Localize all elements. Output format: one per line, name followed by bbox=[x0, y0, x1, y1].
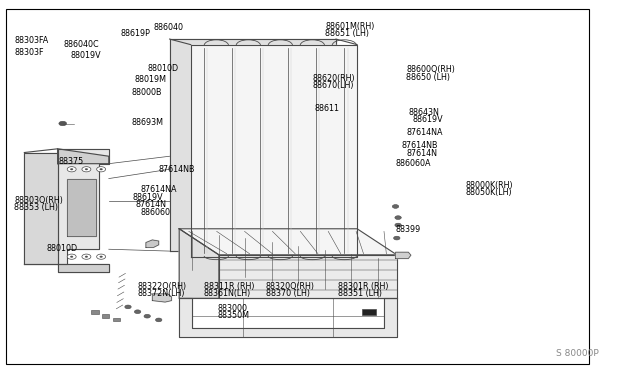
Polygon shape bbox=[24, 153, 58, 264]
Text: 88619P: 88619P bbox=[120, 29, 150, 38]
Circle shape bbox=[100, 169, 102, 170]
Text: 883000: 883000 bbox=[218, 304, 248, 312]
Circle shape bbox=[97, 167, 106, 172]
Bar bbox=[102, 314, 109, 318]
Polygon shape bbox=[58, 264, 109, 272]
Text: 886040: 886040 bbox=[154, 23, 184, 32]
Circle shape bbox=[85, 256, 88, 257]
Polygon shape bbox=[152, 294, 172, 302]
Text: 87614NB: 87614NB bbox=[402, 141, 438, 150]
Text: 87614N: 87614N bbox=[136, 200, 166, 209]
Text: 87614NB: 87614NB bbox=[159, 165, 195, 174]
Text: 886040C: 886040C bbox=[64, 40, 100, 49]
Text: 88399: 88399 bbox=[396, 225, 420, 234]
Text: 88619V: 88619V bbox=[413, 115, 444, 124]
Text: 88370 (LH): 88370 (LH) bbox=[266, 289, 310, 298]
Polygon shape bbox=[179, 298, 397, 337]
Text: 87614NA: 87614NA bbox=[406, 128, 443, 137]
Circle shape bbox=[395, 223, 401, 227]
Circle shape bbox=[97, 254, 106, 259]
Text: 88600Q(RH): 88600Q(RH) bbox=[406, 65, 455, 74]
Polygon shape bbox=[179, 229, 397, 255]
Text: 87614N: 87614N bbox=[406, 149, 437, 158]
Polygon shape bbox=[191, 45, 357, 257]
Circle shape bbox=[70, 256, 73, 257]
Text: 88322Q(RH): 88322Q(RH) bbox=[138, 282, 187, 291]
Text: 88651 (LH): 88651 (LH) bbox=[325, 29, 369, 38]
Polygon shape bbox=[179, 229, 219, 298]
Circle shape bbox=[82, 254, 91, 259]
Text: 88619V: 88619V bbox=[132, 193, 163, 202]
Text: 88372N(LH): 88372N(LH) bbox=[138, 289, 185, 298]
Text: 88010D: 88010D bbox=[147, 64, 179, 73]
Text: 886060: 886060 bbox=[141, 208, 171, 217]
Circle shape bbox=[134, 310, 141, 314]
Circle shape bbox=[156, 318, 162, 322]
Text: 88353 (LH): 88353 (LH) bbox=[14, 203, 58, 212]
Text: 88650 (LH): 88650 (LH) bbox=[406, 73, 451, 82]
Text: S 80000P: S 80000P bbox=[556, 349, 598, 358]
Text: 87614NA: 87614NA bbox=[141, 185, 177, 194]
Text: 88303Q(RH): 88303Q(RH) bbox=[14, 196, 63, 205]
Circle shape bbox=[395, 216, 401, 219]
Circle shape bbox=[82, 167, 91, 172]
Polygon shape bbox=[170, 39, 336, 251]
Polygon shape bbox=[67, 179, 96, 236]
Polygon shape bbox=[219, 255, 397, 298]
Circle shape bbox=[125, 305, 131, 309]
Text: 88311R (RH): 88311R (RH) bbox=[204, 282, 254, 291]
Polygon shape bbox=[58, 149, 109, 264]
Circle shape bbox=[392, 205, 399, 208]
Circle shape bbox=[67, 254, 76, 259]
Text: 88601M(RH): 88601M(RH) bbox=[325, 22, 374, 31]
Text: 88375: 88375 bbox=[59, 157, 84, 166]
Text: 88000K(RH): 88000K(RH) bbox=[466, 181, 513, 190]
Text: 88351 (LH): 88351 (LH) bbox=[338, 289, 382, 298]
Circle shape bbox=[100, 256, 102, 257]
Circle shape bbox=[394, 236, 400, 240]
Bar bbox=[113, 318, 120, 321]
Text: 88611: 88611 bbox=[315, 104, 340, 113]
Text: 88361N(LH): 88361N(LH) bbox=[204, 289, 251, 298]
Polygon shape bbox=[396, 252, 411, 259]
Text: 88010D: 88010D bbox=[46, 244, 77, 253]
Text: 88000B: 88000B bbox=[131, 88, 162, 97]
Text: 88320Q(RH): 88320Q(RH) bbox=[266, 282, 315, 291]
Circle shape bbox=[85, 169, 88, 170]
Polygon shape bbox=[58, 149, 109, 164]
Text: 886060A: 886060A bbox=[396, 159, 431, 168]
Text: 88670(LH): 88670(LH) bbox=[312, 81, 354, 90]
Text: 88050K(LH): 88050K(LH) bbox=[466, 188, 513, 197]
Text: 88350M: 88350M bbox=[218, 311, 250, 320]
Circle shape bbox=[67, 167, 76, 172]
Text: 88303FA: 88303FA bbox=[14, 36, 49, 45]
Text: 88019V: 88019V bbox=[70, 51, 101, 60]
Circle shape bbox=[59, 121, 67, 126]
Text: 88019M: 88019M bbox=[134, 76, 166, 84]
Circle shape bbox=[144, 314, 150, 318]
Text: 88643N: 88643N bbox=[408, 108, 439, 117]
Bar bbox=[91, 310, 99, 314]
Polygon shape bbox=[146, 240, 159, 247]
Circle shape bbox=[70, 169, 73, 170]
Text: 88303F: 88303F bbox=[14, 48, 44, 57]
Bar bbox=[362, 309, 376, 315]
Text: 88301R (RH): 88301R (RH) bbox=[338, 282, 388, 291]
Text: 88620(RH): 88620(RH) bbox=[312, 74, 355, 83]
Text: 88693M: 88693M bbox=[131, 118, 163, 126]
